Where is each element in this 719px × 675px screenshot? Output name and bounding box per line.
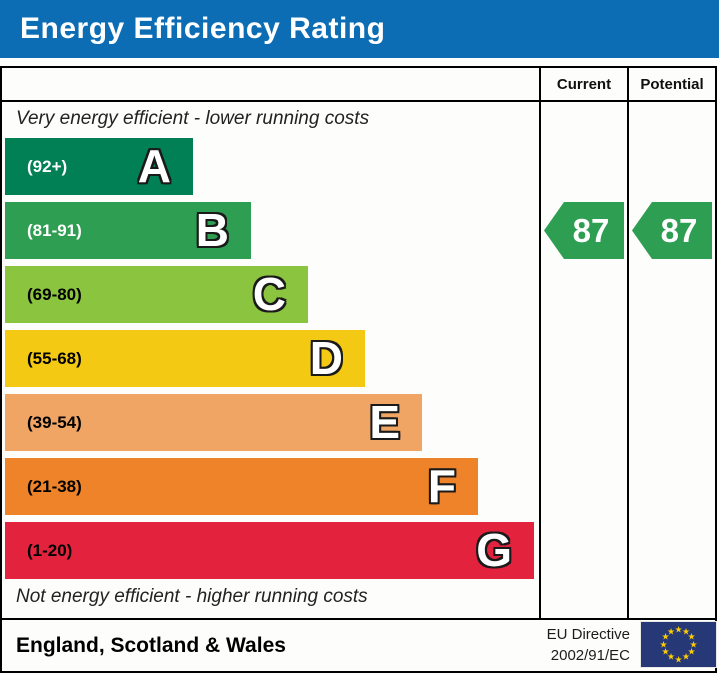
band-letter: C bbox=[252, 267, 286, 320]
band-letter: D bbox=[309, 331, 343, 384]
eu-directive-label: EU Directive 2002/91/EC bbox=[547, 624, 630, 666]
eu-flag-star: ★ bbox=[681, 626, 691, 636]
eu-flag-star: ★ bbox=[674, 624, 683, 634]
eu-flag-star: ★ bbox=[661, 631, 670, 642]
eu-flag-star: ★ bbox=[689, 639, 698, 649]
title-bar: Energy Efficiency Rating bbox=[0, 0, 719, 58]
eu-flag-star: ★ bbox=[661, 646, 670, 657]
page-title: Energy Efficiency Rating bbox=[20, 12, 386, 45]
band-range: (39-54) bbox=[27, 412, 82, 432]
eu-flag-star: ★ bbox=[687, 646, 696, 657]
column-divider-current bbox=[539, 68, 541, 620]
current-rating-value: 87 bbox=[572, 211, 610, 249]
band-row-f: (21-38) F bbox=[5, 458, 478, 515]
caption-very-efficient: Very energy efficient - lower running co… bbox=[16, 108, 370, 129]
band-range: (81-91) bbox=[27, 220, 82, 240]
band-row-d: (55-68) D bbox=[5, 330, 365, 387]
band-range: (21-38) bbox=[27, 476, 82, 496]
band-letter: G bbox=[476, 523, 512, 576]
rating-table: Current Potential Very energy efficient … bbox=[0, 66, 717, 673]
column-divider-potential bbox=[627, 68, 629, 620]
band-letter: A bbox=[137, 139, 171, 192]
band-range: (1-20) bbox=[27, 540, 73, 560]
current-rating-arrow: 87 bbox=[544, 202, 624, 259]
band-letter: B bbox=[195, 203, 229, 256]
eu-flag-star: ★ bbox=[681, 651, 691, 662]
eu-flag-star: ★ bbox=[659, 639, 668, 649]
eu-directive-line1: EU Directive bbox=[546, 626, 630, 643]
band-row-c: (69-80) C bbox=[5, 266, 308, 323]
column-header-current: Current bbox=[556, 75, 612, 93]
band-range: (55-68) bbox=[27, 348, 82, 368]
band-range: (92+) bbox=[27, 156, 68, 176]
eu-flag-icon: ★ ★ ★ ★ ★ ★ ★ ★ ★ ★ ★ ★ bbox=[640, 621, 717, 668]
band-letter: E bbox=[369, 395, 400, 448]
band-range: (69-80) bbox=[27, 284, 82, 304]
region-label: England, Scotland & Wales bbox=[16, 633, 286, 657]
potential-rating-arrow: 87 bbox=[632, 202, 712, 259]
eu-flag-star: ★ bbox=[666, 651, 676, 662]
band-row-b: (81-91) B bbox=[5, 202, 251, 259]
eu-flag-star: ★ bbox=[674, 654, 683, 664]
potential-rating-value: 87 bbox=[660, 211, 698, 249]
eu-directive-line2: 2002/91/EC bbox=[550, 647, 630, 664]
column-header-potential: Potential bbox=[640, 75, 704, 93]
band-row-a: (92+) A bbox=[5, 138, 193, 195]
band-row-g: (1-20) G bbox=[5, 522, 534, 579]
caption-not-efficient: Not energy efficient - higher running co… bbox=[16, 586, 368, 607]
header-divider bbox=[2, 100, 715, 102]
footer-divider bbox=[2, 618, 715, 620]
band-letter: F bbox=[427, 459, 456, 512]
eu-flag-star: ★ bbox=[666, 626, 676, 636]
band-row-e: (39-54) E bbox=[5, 394, 422, 451]
eu-flag-star: ★ bbox=[687, 631, 696, 642]
